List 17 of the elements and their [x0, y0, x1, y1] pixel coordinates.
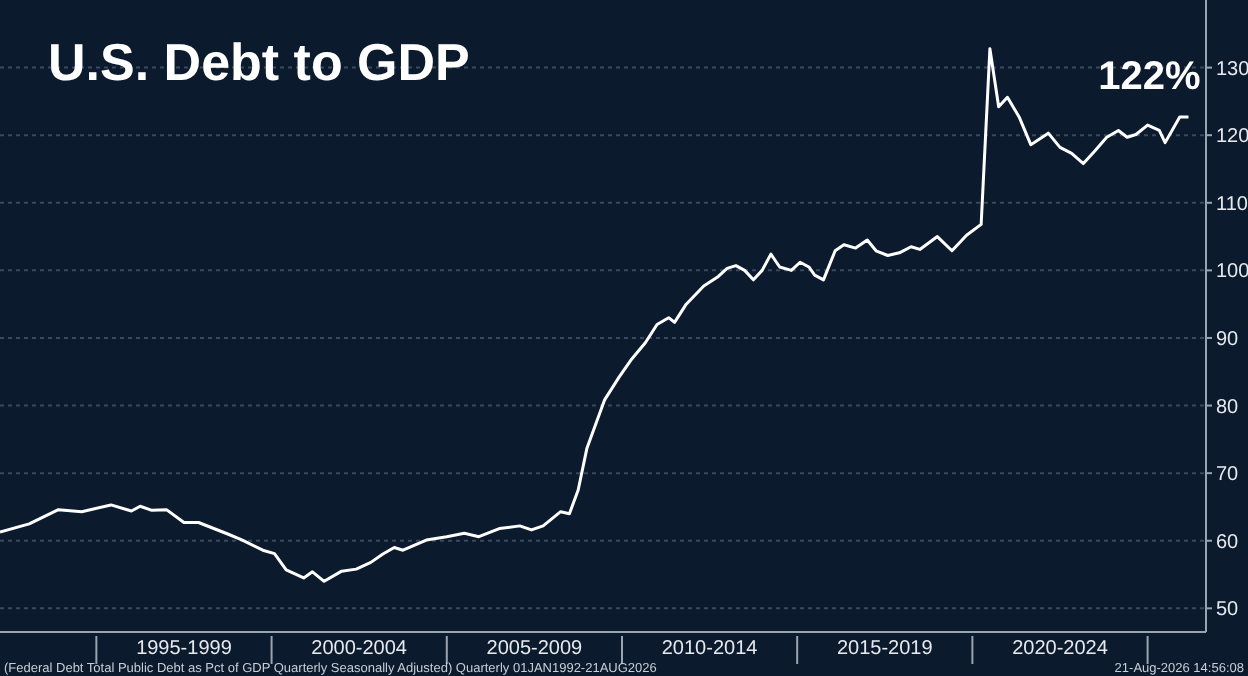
y-tick-label: 60 [1216, 531, 1240, 554]
y-tick-label: 100 [1216, 261, 1248, 284]
annotation: 122% [1098, 54, 1201, 99]
text: U.S. Debt to GDP [48, 32, 470, 94]
y-tick-label: 50 [1216, 599, 1240, 622]
x-tick-label: 2015-2019 [836, 638, 934, 660]
y-tick-label: 90 [1216, 329, 1240, 352]
y-tick-label: 110 [1216, 193, 1248, 216]
y-tick-label: 80 [1216, 396, 1240, 419]
x-tick-label: 2020-2024 [1012, 638, 1109, 660]
y-tick-label: 130 [1216, 58, 1248, 81]
x-tick-label: 2005-2009 [486, 638, 584, 660]
y-tick-label: 70 [1216, 464, 1240, 487]
x-tick-label: 2010-2014 [661, 638, 759, 660]
x-tick-label: 1995-1999 [136, 638, 233, 660]
y-tick-label: 120 [1216, 126, 1248, 149]
x-tick-label: 2000-2004 [311, 638, 408, 660]
